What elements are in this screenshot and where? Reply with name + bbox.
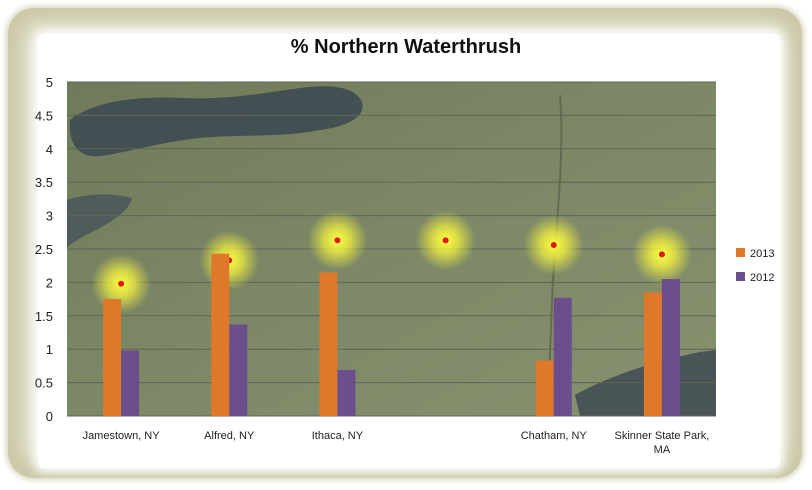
bar-2013-1: [211, 253, 230, 416]
bar-2012-2: [337, 369, 356, 416]
x-tick-label: Jamestown, NY: [83, 430, 161, 442]
lake-ontario: [69, 86, 363, 157]
bar-2013-2: [319, 272, 338, 416]
legend-label: 2013: [750, 248, 774, 260]
bar-2012-1: [229, 324, 248, 416]
marker-dot: [118, 280, 125, 287]
gridlines: [67, 81, 716, 417]
bar-2013-5: [643, 292, 662, 416]
y-tick-label: 1.5: [35, 309, 53, 324]
legend-label: 2012: [750, 272, 774, 284]
bar-2012-5: [661, 279, 680, 416]
marker-dot: [550, 241, 557, 248]
bar-2012-0: [121, 350, 140, 416]
y-tick-label: 2: [46, 275, 53, 290]
bar-2013-0: [103, 299, 122, 416]
x-axis: Jamestown, NY Alfred, NY Ithaca, NY Chatham…: [83, 430, 710, 456]
x-tick-label: Ithaca, NY: [312, 430, 364, 442]
y-axis: 0 0.5 1 1.5 2 2.5 3 3.5 4 4.5 5: [35, 75, 53, 424]
legend: 2013 2012: [736, 248, 774, 284]
y-tick-label: 5: [46, 75, 53, 90]
x-tick-label: Chatham, NY: [521, 430, 588, 442]
bars: [103, 253, 680, 416]
y-tick-label: 2.5: [35, 242, 53, 257]
chart-title: % Northern Waterthrush: [290, 36, 522, 58]
y-tick-label: 0.5: [35, 376, 53, 391]
y-tick-label: 4.5: [35, 108, 53, 123]
lake-erie: [67, 194, 132, 248]
legend-swatch: [736, 272, 745, 281]
y-tick-label: 4: [46, 142, 53, 157]
bar-2013-4: [535, 360, 554, 416]
x-tick-label: Skinner State Park,: [615, 430, 710, 442]
x-tick-label: MA: [654, 444, 671, 456]
bar-2012-4: [553, 297, 572, 416]
x-tick-label: Alfred, NY: [204, 430, 255, 442]
marker-dot: [658, 251, 665, 258]
legend-swatch: [736, 248, 745, 257]
y-tick-label: 0: [46, 409, 53, 424]
y-tick-label: 3: [46, 209, 53, 224]
marker-dot: [442, 237, 449, 244]
y-tick-label: 1: [46, 342, 53, 357]
marker-dot: [334, 237, 341, 244]
y-tick-label: 3.5: [35, 175, 53, 190]
